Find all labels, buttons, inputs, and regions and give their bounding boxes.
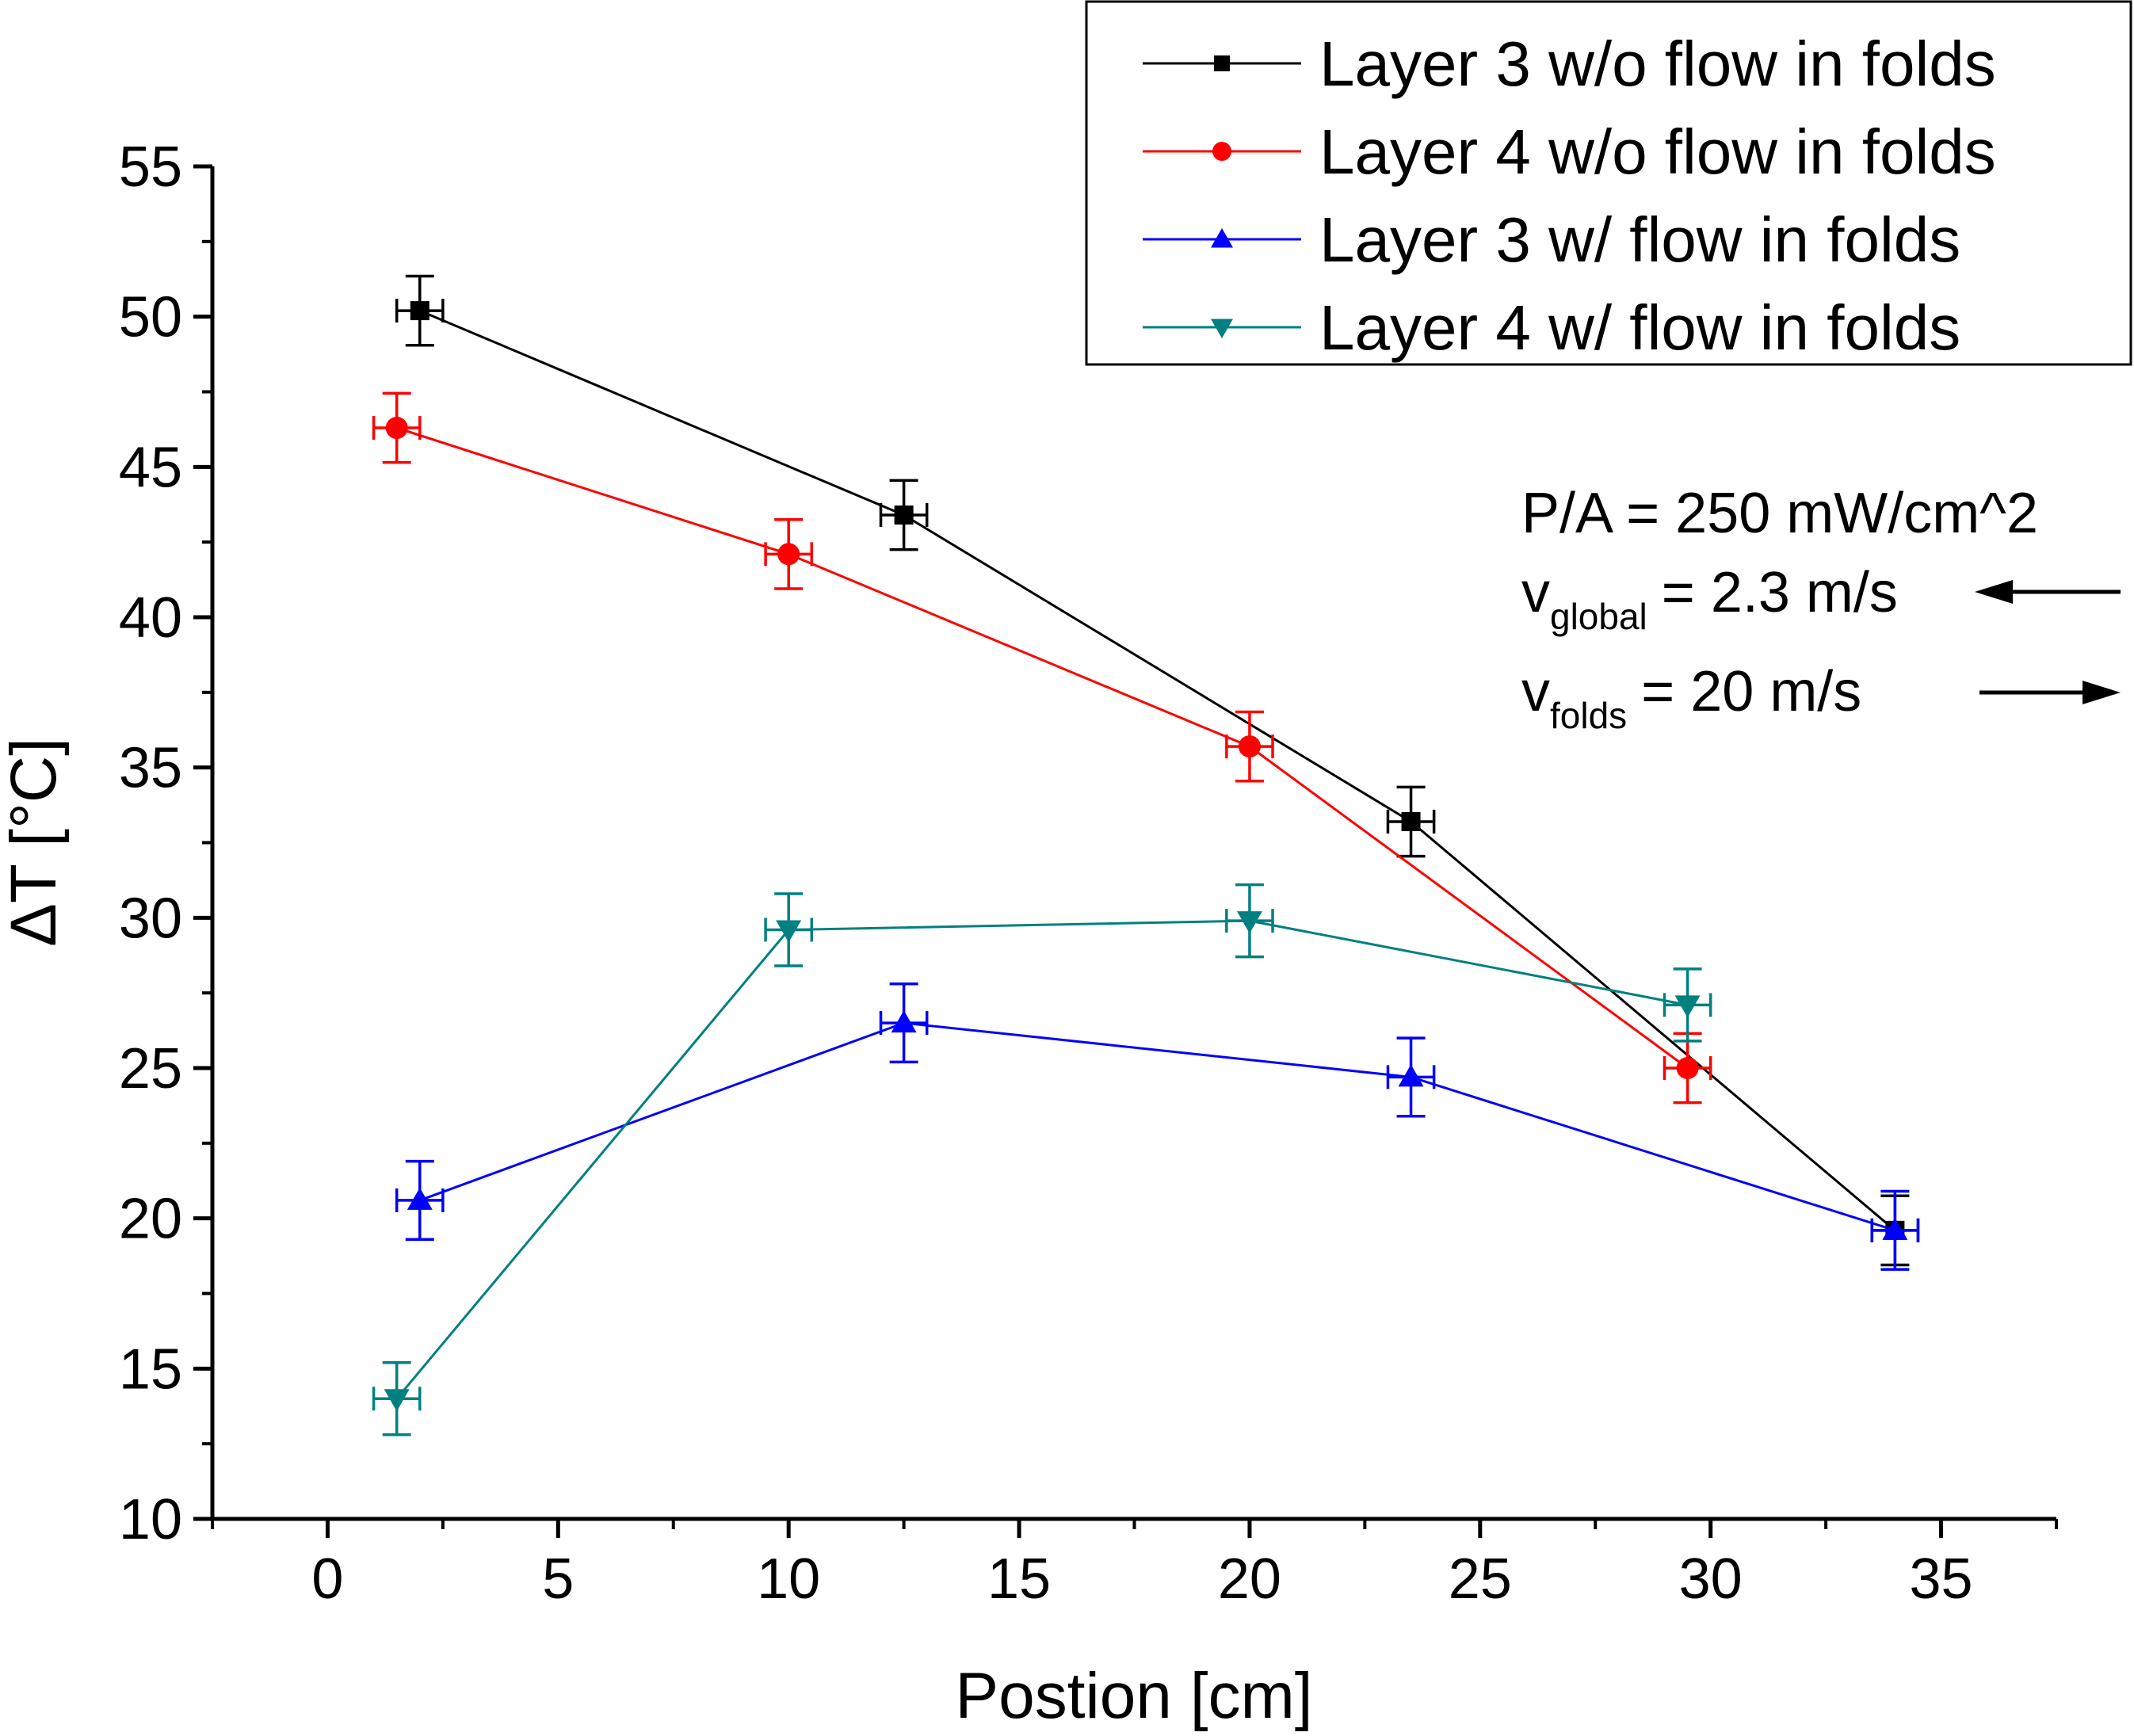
series-layer bbox=[372, 274, 1920, 1436]
v-folds-prefix: v bbox=[1521, 660, 1550, 723]
y-axis-title: ΔT [°C] bbox=[0, 738, 70, 947]
data-point bbox=[1238, 735, 1261, 758]
legend-marker bbox=[1211, 228, 1233, 248]
error-bar bbox=[764, 892, 814, 967]
y-tick-label: 55 bbox=[119, 135, 182, 199]
legend: Layer 3 w/o flow in folds Layer 4 w/o flo… bbox=[1085, 0, 2132, 366]
power-density-label: P/A = 250 mW/cm^2 bbox=[1521, 482, 2038, 545]
series-layer-4-w-o-flow-in-folds bbox=[372, 391, 1712, 1105]
x-tick-label: 35 bbox=[1910, 1547, 1973, 1611]
y-tick-label: 45 bbox=[119, 436, 182, 499]
legend-marker bbox=[1214, 55, 1230, 71]
x-tick-label: 15 bbox=[987, 1547, 1051, 1611]
data-point bbox=[407, 1187, 433, 1210]
legend-box bbox=[1085, 0, 2132, 366]
data-point bbox=[777, 543, 800, 566]
x-ticks: 0 5 10 15 20 25 30 35 bbox=[211, 1519, 2058, 1611]
series-line bbox=[419, 1021, 1895, 1232]
data-point bbox=[1236, 911, 1262, 934]
legend-label: Layer 4 w/o flow in folds bbox=[1319, 116, 1996, 187]
data-point bbox=[776, 920, 802, 943]
y-tick-label: 50 bbox=[119, 286, 182, 349]
series-layer-3-w-flow-in-folds bbox=[395, 982, 1920, 1271]
y-tick-label: 35 bbox=[119, 737, 182, 800]
legend-marker bbox=[1211, 319, 1233, 338]
data-point bbox=[384, 1389, 410, 1412]
x-tick-label: 0 bbox=[311, 1547, 343, 1611]
v-folds-label: vfolds = 20 m/s bbox=[1521, 660, 1861, 736]
legend-label: Layer 3 w/o flow in folds bbox=[1319, 29, 1996, 99]
data-point bbox=[1882, 1217, 1908, 1240]
series-line bbox=[396, 426, 1689, 1070]
data-point bbox=[410, 301, 429, 321]
legend-label: Layer 4 w/ flow in folds bbox=[1319, 292, 1960, 363]
y-tick-label: 10 bbox=[119, 1488, 182, 1551]
legend-marker bbox=[1212, 142, 1231, 161]
y-tick-label: 40 bbox=[119, 586, 182, 650]
v-global-label: vglobal = 2.3 m/s bbox=[1521, 561, 1898, 637]
y-tick-label: 20 bbox=[119, 1188, 182, 1251]
data-point bbox=[894, 506, 914, 525]
series-layer-4-w-flow-in-folds bbox=[372, 883, 1712, 1436]
v-global-value: = 2.3 m/s bbox=[1662, 561, 1898, 624]
right-arrow-icon bbox=[1979, 681, 2121, 704]
x-tick-label: 25 bbox=[1449, 1547, 1512, 1611]
v-global-prefix: v bbox=[1521, 561, 1550, 624]
v-folds-subscript: folds bbox=[1550, 695, 1627, 736]
data-point bbox=[1398, 1064, 1424, 1087]
x-tick-label: 10 bbox=[757, 1547, 820, 1611]
series-line bbox=[419, 309, 1896, 1231]
x-tick-label: 30 bbox=[1679, 1547, 1743, 1611]
data-point bbox=[1674, 995, 1701, 1018]
annotations: P/A = 250 mW/cm^2 vglobal = 2.3 m/s vfold… bbox=[1521, 482, 2121, 736]
data-point bbox=[385, 417, 408, 440]
legend-entry: Layer 3 w/ flow in folds bbox=[1143, 204, 1960, 275]
data-point bbox=[891, 1010, 917, 1033]
data-point bbox=[1676, 1057, 1699, 1079]
x-tick-label: 5 bbox=[542, 1547, 574, 1611]
legend-label: Layer 3 w/ flow in folds bbox=[1319, 204, 1960, 275]
y-ticks: 10 15 20 25 30 35 40 45 50 55 bbox=[119, 135, 212, 1551]
x-tick-label: 20 bbox=[1218, 1547, 1281, 1611]
legend-entry: Layer 4 w/ flow in folds bbox=[1143, 292, 1960, 363]
v-folds-value: = 20 m/s bbox=[1641, 660, 1861, 723]
legend-entries: Layer 3 w/o flow in folds Layer 4 w/o flo… bbox=[1143, 29, 1996, 363]
y-tick-label: 30 bbox=[119, 887, 182, 950]
y-tick-label: 15 bbox=[119, 1337, 182, 1401]
legend-entry: Layer 4 w/o flow in folds bbox=[1143, 116, 1996, 187]
y-tick-label: 25 bbox=[119, 1037, 182, 1101]
series-line bbox=[395, 919, 1688, 1400]
legend-entry: Layer 3 w/o flow in folds bbox=[1143, 29, 1996, 99]
data-point bbox=[1401, 811, 1421, 831]
x-axis-title: Postion [cm] bbox=[955, 1660, 1312, 1732]
v-global-subscript: global bbox=[1550, 596, 1647, 637]
left-arrow-icon bbox=[1975, 580, 2121, 604]
